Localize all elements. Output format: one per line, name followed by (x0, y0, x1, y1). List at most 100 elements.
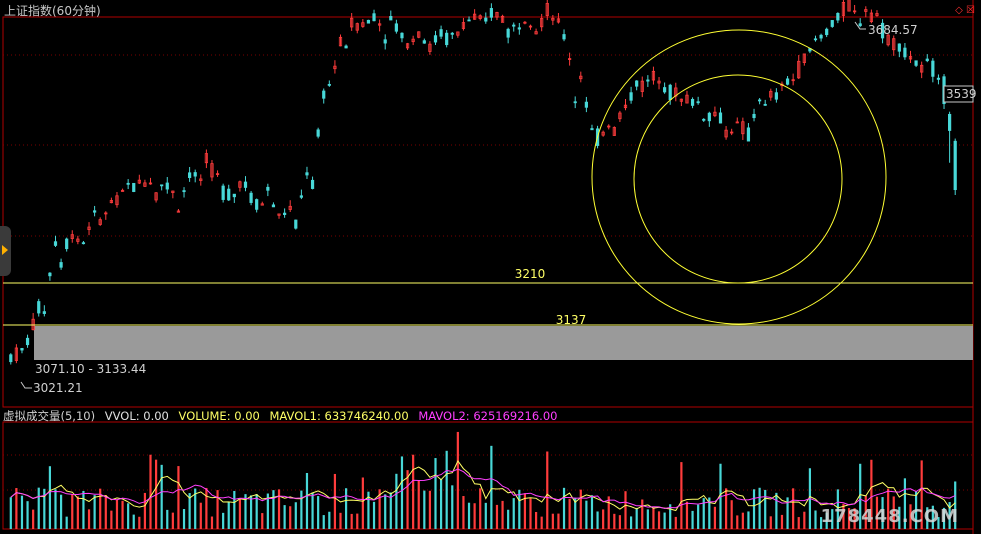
candle-body (355, 23, 359, 31)
window-control-icons[interactable]: ◇ ☒ (955, 5, 975, 16)
candle-body (243, 181, 248, 188)
candle-body (568, 58, 572, 60)
candle-body (914, 60, 918, 66)
volume-bar (669, 504, 672, 529)
volume-bar (685, 501, 689, 529)
candle-body (953, 140, 957, 191)
candle-body (188, 172, 192, 179)
candle-body (350, 17, 354, 28)
candle-body (405, 43, 410, 49)
high-label: 3684.57 (868, 23, 918, 37)
candle-body (148, 182, 153, 185)
candle-body (383, 39, 387, 44)
candle-body (746, 127, 751, 142)
candle-body (288, 205, 292, 210)
volume-bar (389, 492, 392, 529)
candle-body (305, 172, 309, 176)
volume-bar (484, 502, 487, 529)
candle-body (819, 34, 823, 39)
candle-body (70, 234, 74, 239)
volume-bar (205, 487, 208, 529)
volume-bar (65, 516, 68, 529)
candle-body (433, 35, 438, 43)
candle-body (718, 112, 723, 124)
volume-bar (317, 496, 320, 529)
candle-body (696, 101, 700, 104)
mavol1-line (10, 460, 956, 512)
volume-bar (261, 513, 264, 529)
volume-bar (926, 507, 929, 529)
volume-bar (764, 489, 767, 529)
candle-body (847, 0, 851, 12)
volume-bar (372, 501, 376, 529)
volume-bar (892, 496, 895, 529)
volume-bar (216, 490, 219, 529)
candle-body (612, 127, 616, 136)
last-price-label: 3539 (946, 87, 977, 101)
candle-body (830, 20, 834, 27)
volume-bar (540, 516, 543, 529)
candle-body (897, 43, 901, 52)
volume-bar (37, 487, 40, 529)
volume-bar (942, 507, 946, 529)
volume-bar (736, 515, 739, 529)
volume-bar (752, 489, 756, 529)
volume-bar (613, 513, 616, 529)
candle-body (450, 32, 454, 35)
volume-bar (434, 458, 437, 529)
volume-bar (479, 488, 482, 529)
volume-bar (495, 504, 499, 529)
candle-body (98, 219, 102, 225)
candle-body (422, 40, 426, 44)
volume-bar (663, 512, 666, 529)
volume-bar (322, 515, 325, 529)
volume-bar (289, 506, 292, 529)
candle-body (551, 17, 555, 21)
volume-bar (602, 509, 605, 529)
volume-bar (864, 495, 867, 529)
volume-bar (378, 489, 381, 529)
candle-body (484, 17, 488, 22)
candle-body (182, 190, 186, 193)
candle-body (685, 94, 689, 104)
candle-body (266, 186, 270, 191)
volume-bar (596, 511, 599, 529)
volume-bar (48, 466, 52, 529)
vvol-value: VVOL: 0.00 (104, 409, 169, 423)
volume-bar (697, 504, 700, 529)
low-marker (20, 381, 32, 389)
candle-body (540, 18, 544, 28)
volume-bar (400, 456, 404, 529)
highlight-circle-inner (633, 74, 843, 284)
candle-body (310, 179, 315, 189)
volume-bar (188, 493, 191, 529)
candle-body (132, 182, 136, 192)
candle-body (853, 10, 857, 13)
candle-body (763, 103, 767, 106)
volume-bar (590, 495, 594, 529)
mavol2-line (10, 468, 956, 510)
volume-legend: 虚拟成交量(5,10) VVOL: 0.00 VOLUME: 0.00 MAVO… (3, 409, 563, 423)
volume-bar (99, 488, 102, 529)
volume-bar (54, 489, 57, 529)
volume-bar (222, 512, 225, 529)
candle-body (76, 238, 80, 242)
volume-bar (954, 481, 957, 529)
volume-bar (708, 497, 711, 529)
candle-body (372, 13, 376, 22)
volume-bar (741, 512, 744, 529)
volume-bar (272, 490, 275, 529)
candle-body (573, 101, 577, 104)
volume-bar (562, 487, 566, 529)
candle-body (869, 12, 873, 23)
candle-body (607, 125, 611, 128)
volume-bar (898, 506, 901, 529)
volume-bar (149, 454, 152, 529)
candle-body (724, 129, 728, 138)
collapse-panel-tab[interactable] (0, 226, 11, 276)
volume-bar (507, 509, 510, 529)
volume-bar (32, 509, 35, 529)
volume-bar (182, 509, 186, 529)
volume-bar (71, 494, 74, 529)
candle-body (528, 25, 533, 28)
